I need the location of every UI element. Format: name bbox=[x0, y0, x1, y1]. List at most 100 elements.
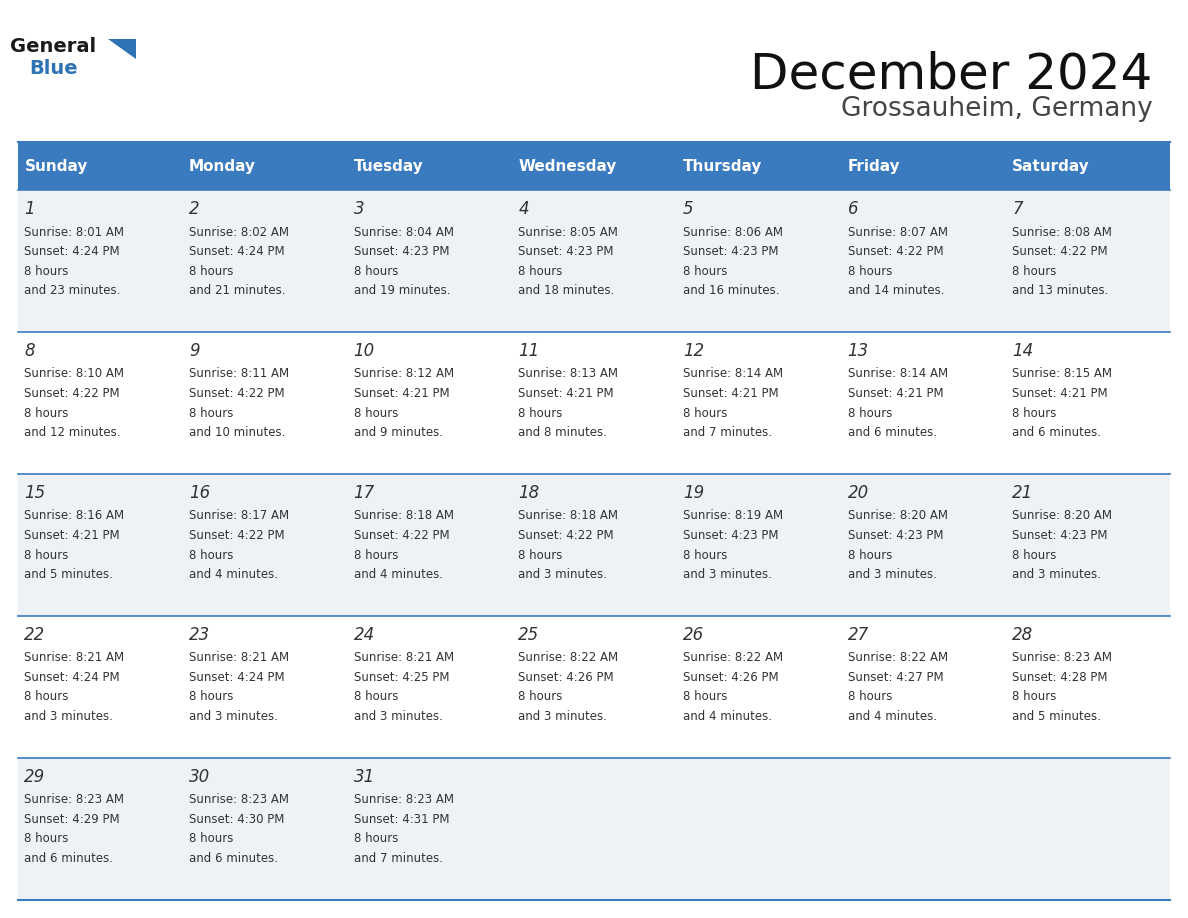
Text: Sunset: 4:26 PM: Sunset: 4:26 PM bbox=[518, 671, 614, 684]
Text: Sunrise: 8:23 AM: Sunrise: 8:23 AM bbox=[354, 793, 454, 806]
Text: Sunset: 4:22 PM: Sunset: 4:22 PM bbox=[518, 529, 614, 542]
Text: Sunrise: 8:04 AM: Sunrise: 8:04 AM bbox=[354, 226, 454, 239]
Text: Sunset: 4:23 PM: Sunset: 4:23 PM bbox=[1012, 529, 1107, 542]
Text: 31: 31 bbox=[354, 767, 375, 786]
Bar bbox=[18, 142, 183, 190]
Text: 22: 22 bbox=[25, 626, 45, 644]
Text: and 3 minutes.: and 3 minutes. bbox=[683, 568, 772, 581]
Bar bbox=[18, 190, 1170, 332]
Text: 11: 11 bbox=[518, 341, 539, 360]
Text: Sunrise: 8:14 AM: Sunrise: 8:14 AM bbox=[683, 367, 783, 380]
Text: 15: 15 bbox=[25, 484, 45, 502]
Text: Sunset: 4:24 PM: Sunset: 4:24 PM bbox=[189, 245, 285, 258]
Text: 19: 19 bbox=[683, 484, 704, 502]
Text: Sunrise: 8:18 AM: Sunrise: 8:18 AM bbox=[518, 509, 618, 522]
Text: and 7 minutes.: and 7 minutes. bbox=[683, 426, 772, 439]
Text: 8 hours: 8 hours bbox=[847, 407, 892, 420]
Text: 8 hours: 8 hours bbox=[189, 549, 233, 562]
Text: and 10 minutes.: and 10 minutes. bbox=[189, 426, 285, 439]
Text: Sunset: 4:22 PM: Sunset: 4:22 PM bbox=[354, 529, 449, 542]
Text: Sunset: 4:21 PM: Sunset: 4:21 PM bbox=[25, 529, 120, 542]
Text: Sunset: 4:24 PM: Sunset: 4:24 PM bbox=[25, 245, 120, 258]
Text: Sunset: 4:22 PM: Sunset: 4:22 PM bbox=[189, 387, 285, 400]
Text: 8 hours: 8 hours bbox=[25, 407, 69, 420]
Bar bbox=[18, 757, 1170, 900]
Text: 14: 14 bbox=[1012, 341, 1034, 360]
Text: Sunset: 4:28 PM: Sunset: 4:28 PM bbox=[1012, 671, 1107, 684]
Text: and 3 minutes.: and 3 minutes. bbox=[847, 568, 936, 581]
Text: 17: 17 bbox=[354, 484, 375, 502]
Text: Sunset: 4:26 PM: Sunset: 4:26 PM bbox=[683, 671, 778, 684]
Text: and 5 minutes.: and 5 minutes. bbox=[1012, 710, 1101, 723]
Text: Sunrise: 8:12 AM: Sunrise: 8:12 AM bbox=[354, 367, 454, 380]
Text: Sunset: 4:21 PM: Sunset: 4:21 PM bbox=[683, 387, 778, 400]
Text: Sunrise: 8:02 AM: Sunrise: 8:02 AM bbox=[189, 226, 289, 239]
Text: 8 hours: 8 hours bbox=[1012, 264, 1056, 277]
Text: Sunset: 4:24 PM: Sunset: 4:24 PM bbox=[189, 671, 285, 684]
Text: 8 hours: 8 hours bbox=[518, 264, 563, 277]
Text: Sunrise: 8:08 AM: Sunrise: 8:08 AM bbox=[1012, 226, 1112, 239]
Text: Sunrise: 8:10 AM: Sunrise: 8:10 AM bbox=[25, 367, 125, 380]
Text: 8 hours: 8 hours bbox=[518, 407, 563, 420]
Text: Sunrise: 8:23 AM: Sunrise: 8:23 AM bbox=[189, 793, 289, 806]
Text: Sunrise: 8:21 AM: Sunrise: 8:21 AM bbox=[189, 651, 289, 665]
Text: 8 hours: 8 hours bbox=[1012, 549, 1056, 562]
Text: Sunrise: 8:22 AM: Sunrise: 8:22 AM bbox=[518, 651, 619, 665]
Text: 16: 16 bbox=[189, 484, 210, 502]
Text: Sunrise: 8:05 AM: Sunrise: 8:05 AM bbox=[518, 226, 618, 239]
Text: Sunset: 4:29 PM: Sunset: 4:29 PM bbox=[25, 812, 120, 826]
Text: Sunset: 4:25 PM: Sunset: 4:25 PM bbox=[354, 671, 449, 684]
Bar bbox=[347, 142, 512, 190]
Text: Sunrise: 8:22 AM: Sunrise: 8:22 AM bbox=[683, 651, 783, 665]
Text: Sunrise: 8:23 AM: Sunrise: 8:23 AM bbox=[25, 793, 125, 806]
Text: and 8 minutes.: and 8 minutes. bbox=[518, 426, 607, 439]
Text: Sunset: 4:31 PM: Sunset: 4:31 PM bbox=[354, 812, 449, 826]
Text: 8 hours: 8 hours bbox=[354, 833, 398, 845]
Text: Sunset: 4:30 PM: Sunset: 4:30 PM bbox=[189, 812, 284, 826]
Text: 8 hours: 8 hours bbox=[25, 264, 69, 277]
Text: 27: 27 bbox=[847, 626, 868, 644]
Polygon shape bbox=[108, 39, 137, 59]
Text: Sunrise: 8:23 AM: Sunrise: 8:23 AM bbox=[1012, 651, 1112, 665]
Text: and 12 minutes.: and 12 minutes. bbox=[25, 426, 121, 439]
Text: Sunday: Sunday bbox=[25, 159, 88, 174]
Text: 26: 26 bbox=[683, 626, 704, 644]
Bar bbox=[18, 332, 1170, 474]
Text: Grossauheim, Germany: Grossauheim, Germany bbox=[841, 96, 1152, 122]
Text: 9: 9 bbox=[189, 341, 200, 360]
Text: and 16 minutes.: and 16 minutes. bbox=[683, 285, 779, 297]
Text: 24: 24 bbox=[354, 626, 375, 644]
Bar bbox=[1005, 142, 1170, 190]
Text: Monday: Monday bbox=[189, 159, 257, 174]
Text: 30: 30 bbox=[189, 767, 210, 786]
Text: and 19 minutes.: and 19 minutes. bbox=[354, 285, 450, 297]
Text: 8 hours: 8 hours bbox=[1012, 690, 1056, 703]
Text: Sunset: 4:21 PM: Sunset: 4:21 PM bbox=[518, 387, 614, 400]
Bar bbox=[676, 142, 841, 190]
Text: Sunset: 4:27 PM: Sunset: 4:27 PM bbox=[847, 671, 943, 684]
Text: and 4 minutes.: and 4 minutes. bbox=[683, 710, 772, 723]
Text: Sunset: 4:22 PM: Sunset: 4:22 PM bbox=[25, 387, 120, 400]
Text: and 3 minutes.: and 3 minutes. bbox=[25, 710, 113, 723]
Text: 25: 25 bbox=[518, 626, 539, 644]
Text: Sunset: 4:21 PM: Sunset: 4:21 PM bbox=[1012, 387, 1107, 400]
Text: 8 hours: 8 hours bbox=[1012, 407, 1056, 420]
Text: and 3 minutes.: and 3 minutes. bbox=[518, 568, 607, 581]
Text: and 21 minutes.: and 21 minutes. bbox=[189, 285, 285, 297]
Text: 3: 3 bbox=[354, 200, 365, 218]
Bar bbox=[18, 616, 1170, 757]
Text: 8 hours: 8 hours bbox=[847, 264, 892, 277]
Text: 8 hours: 8 hours bbox=[354, 690, 398, 703]
Text: and 23 minutes.: and 23 minutes. bbox=[25, 285, 121, 297]
Text: Sunrise: 8:06 AM: Sunrise: 8:06 AM bbox=[683, 226, 783, 239]
Text: 8 hours: 8 hours bbox=[683, 549, 727, 562]
Text: 20: 20 bbox=[847, 484, 868, 502]
Text: 8 hours: 8 hours bbox=[518, 549, 563, 562]
Text: Sunrise: 8:01 AM: Sunrise: 8:01 AM bbox=[25, 226, 125, 239]
Text: and 18 minutes.: and 18 minutes. bbox=[518, 285, 614, 297]
Text: Sunrise: 8:19 AM: Sunrise: 8:19 AM bbox=[683, 509, 783, 522]
Text: and 3 minutes.: and 3 minutes. bbox=[354, 710, 442, 723]
Text: and 9 minutes.: and 9 minutes. bbox=[354, 426, 443, 439]
Text: 8 hours: 8 hours bbox=[847, 690, 892, 703]
Text: Sunrise: 8:15 AM: Sunrise: 8:15 AM bbox=[1012, 367, 1112, 380]
